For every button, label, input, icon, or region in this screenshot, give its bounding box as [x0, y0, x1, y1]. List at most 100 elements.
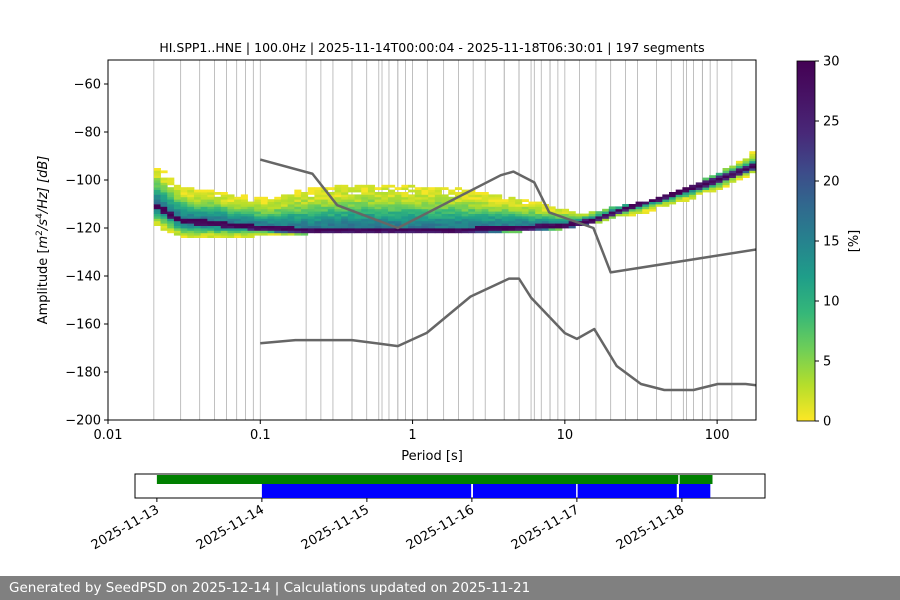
heatmap-cell	[167, 213, 175, 217]
heatmap-cell	[729, 180, 737, 183]
heatmap-cell	[515, 225, 523, 229]
heatmap-cell	[347, 220, 355, 224]
heatmap-cell	[200, 206, 208, 210]
heatmap-cell	[555, 223, 563, 226]
heatmap-cell	[294, 194, 302, 198]
heatmap-cell	[341, 196, 349, 200]
heatmap-cell	[167, 228, 175, 231]
heatmap-cell	[207, 213, 215, 217]
heatmap-cell	[187, 201, 195, 205]
heatmap-cell	[521, 223, 529, 226]
heatmap-cell	[381, 211, 389, 214]
heatmap-cell	[234, 232, 242, 236]
heatmap-cell	[240, 220, 248, 224]
heatmap-cell	[448, 196, 456, 200]
heatmap-cell	[682, 187, 690, 190]
heatmap-cell	[274, 220, 282, 224]
heatmap-cell	[441, 194, 449, 198]
heatmap-cell	[528, 213, 536, 217]
heatmap-cell	[454, 218, 463, 222]
heatmap-cell	[468, 220, 476, 224]
heatmap-cell	[628, 206, 636, 210]
heatmap-cell	[234, 216, 242, 219]
heatmap-cell	[454, 223, 463, 226]
heatmap-cell	[347, 189, 355, 193]
heatmap-cell	[434, 208, 442, 212]
heatmap-cell	[220, 208, 228, 212]
heatmap-cell	[367, 187, 376, 190]
heatmap-cell	[160, 204, 168, 207]
heatmap-cell	[535, 206, 543, 210]
heatmap-cell	[642, 204, 650, 207]
heatmap-cell	[254, 225, 262, 229]
heatmap-cell	[173, 220, 181, 224]
heatmap-cell	[354, 199, 362, 202]
heatmap-cell	[341, 192, 349, 195]
heatmap-cell	[414, 204, 422, 207]
heatmap-cell	[735, 165, 744, 169]
heatmap-cell	[508, 196, 516, 200]
heatmap-cell	[240, 213, 248, 217]
heatmap-cell	[434, 223, 442, 226]
heatmap-cell	[702, 180, 710, 183]
heatmap-cell	[394, 213, 402, 217]
heatmap-cell	[628, 204, 636, 207]
heatmap-cell	[287, 208, 295, 212]
heatmap-cell	[367, 199, 376, 202]
heatmap-cell	[568, 225, 576, 229]
heatmap-cell	[421, 211, 429, 214]
heatmap-cell	[608, 216, 616, 219]
heatmap-cell	[695, 187, 703, 190]
heatmap-cell	[414, 211, 422, 214]
timeline-tick-label: 2025-11-17	[509, 502, 582, 553]
heatmap-cell	[508, 225, 516, 229]
heatmap-cell	[722, 170, 730, 174]
heatmap-cell	[200, 225, 208, 229]
heatmap-cell	[301, 204, 309, 207]
y-tick-label: −200	[65, 414, 101, 429]
heatmap-cell	[448, 223, 456, 226]
heatmap-cell	[180, 230, 188, 234]
heatmap-cell	[414, 192, 422, 195]
heatmap-cell	[274, 204, 282, 207]
heatmap-cell	[254, 213, 262, 217]
heatmap-cell	[374, 206, 382, 210]
heatmap-cell	[448, 228, 456, 231]
heatmap-cell	[200, 192, 208, 195]
heatmap-cell	[374, 208, 382, 212]
timeline-segment	[261, 484, 472, 498]
heatmap-cell	[153, 189, 161, 193]
heatmap-cell	[729, 172, 737, 176]
heatmap-cell	[287, 196, 295, 200]
heatmap-cell	[167, 189, 175, 193]
heatmap-cell	[167, 180, 175, 183]
heatmap-cell	[381, 196, 389, 200]
heatmap-cell	[709, 187, 717, 190]
heatmap-cell	[307, 196, 315, 200]
heatmap-cell	[642, 208, 650, 212]
heatmap-cell	[160, 213, 168, 217]
heatmap-cell	[394, 196, 402, 200]
heatmap-cell	[280, 199, 289, 202]
heatmap-cell	[381, 223, 389, 226]
heatmap-cell	[401, 199, 409, 202]
heatmap-cell	[260, 216, 268, 219]
heatmap-cell	[240, 228, 248, 231]
heatmap-cell	[461, 230, 469, 234]
heatmap-cell	[173, 199, 181, 202]
heatmap-cell	[193, 225, 202, 229]
heatmap-cell	[408, 199, 416, 202]
heatmap-cell	[214, 204, 222, 207]
timeline-date-ticks: 2025-11-13 2025-11-14 2025-11-15 2025-11-16…	[89, 498, 687, 553]
heatmap-cell	[441, 230, 449, 234]
heatmap-cell	[193, 211, 202, 214]
heatmap-cell	[167, 204, 175, 207]
heatmap-cell	[187, 204, 195, 207]
heatmap-cell	[381, 187, 389, 190]
heatmap-cell	[381, 206, 389, 210]
heatmap-cell	[327, 206, 335, 210]
heatmap-cell	[327, 199, 335, 202]
heatmap-cell	[682, 196, 690, 200]
heatmap-cell	[287, 223, 295, 226]
heatmap-cell	[421, 206, 429, 210]
